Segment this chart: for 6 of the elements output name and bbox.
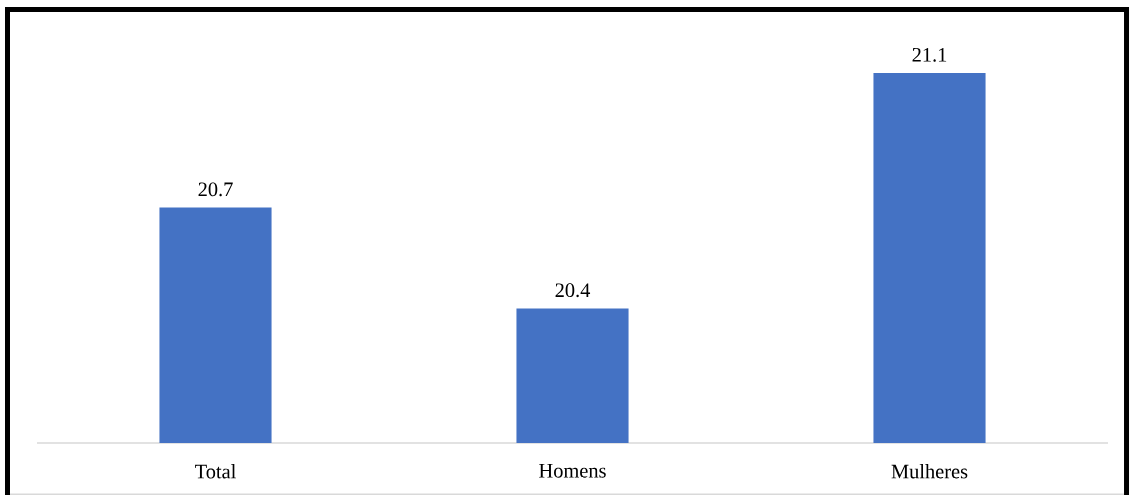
data-label: 20.4 bbox=[555, 283, 591, 298]
data-label: 20.7 bbox=[198, 182, 233, 197]
x-tick-label: Homens bbox=[539, 464, 606, 478]
data-label: 21.1 bbox=[912, 47, 947, 62]
x-tick-label: Mulheres bbox=[891, 464, 968, 479]
x-tick-label: Total bbox=[195, 464, 236, 479]
